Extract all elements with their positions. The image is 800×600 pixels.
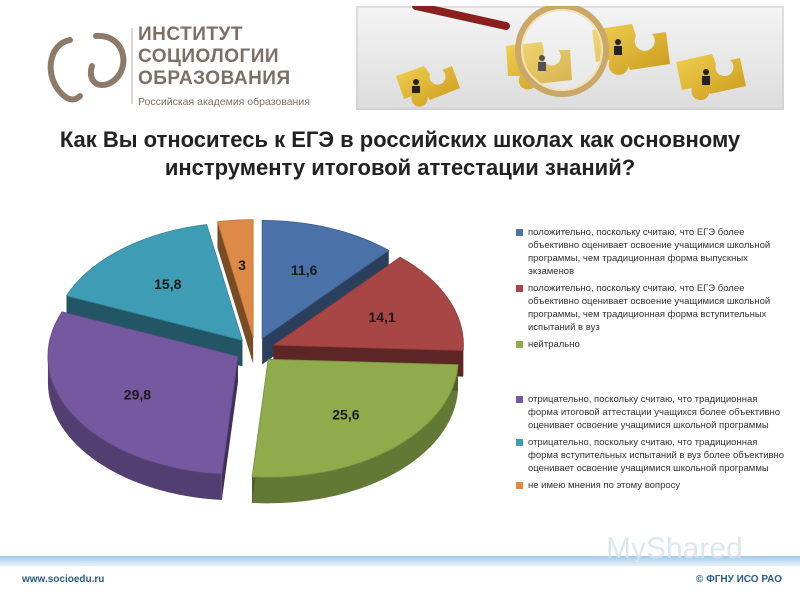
logo-subtitle: Российская академия образования (138, 96, 310, 108)
institute-logo (47, 28, 133, 104)
pie-slice-3 (251, 358, 459, 478)
person-figure-2 (538, 55, 546, 71)
logo-line-3: ОБРАЗОВАНИЯ (138, 68, 291, 89)
data-label-4: 29,8 (124, 387, 151, 403)
logo-line-1: ИНСТИТУТ (138, 24, 243, 45)
pie-slice-wall-3 (252, 364, 458, 504)
magnifier-handle (412, 6, 510, 30)
pie-chart: 11,6 14,1 25,6 29,8 15,8 3 (47, 219, 464, 504)
pie-slice-6 (216, 219, 254, 338)
legend-item-2: положительно, поскольку считаю, что ЕГЭ … (516, 282, 786, 334)
legend-swatch-1 (516, 229, 523, 236)
title-line-1: Как Вы относитесь к ЕГЭ в российских шко… (59, 127, 741, 152)
puzzle-piece-3 (592, 24, 670, 75)
banner-image (356, 6, 784, 110)
data-label-6: 3 (238, 257, 246, 273)
person-figure-3 (614, 39, 622, 55)
legend-label-5: отрицательно, поскольку считаю, что трад… (528, 437, 785, 474)
legend-item-3: нейтрально (516, 338, 786, 351)
pie-slice-edge-4-1 (221, 356, 238, 501)
puzzle-piece-4 (676, 54, 746, 101)
legend-item-1: положительно, поскольку считаю, что ЕГЭ … (516, 226, 786, 278)
pie-slice-edge-6-1 (217, 221, 254, 364)
footer: www.socioedu.ru © ФГНУ ИСО РАО (0, 556, 800, 600)
data-label-2: 14,1 (368, 309, 395, 325)
data-label-1: 11,6 (291, 262, 318, 278)
magnifier-lens (515, 6, 609, 97)
magnifier-rim (521, 9, 603, 91)
logo-text: ИНСТИТУТ СОЦИОЛОГИИ ОБРАЗОВАНИЯ Российск… (138, 24, 310, 108)
pie-slice-5 (65, 224, 243, 341)
legend-item-4: отрицательно, поскольку считаю, что трад… (516, 393, 786, 432)
logo-mark-right (88, 32, 127, 88)
legend-label-4: отрицательно, поскольку считаю, что трад… (528, 394, 780, 431)
slide-title: Как Вы относитесь к ЕГЭ в российских шко… (20, 126, 780, 182)
legend-swatch-4 (516, 396, 523, 403)
legend-swatch-3 (516, 341, 523, 348)
data-label-3: 25,6 (332, 406, 359, 422)
chart-legend: положительно, поскольку считаю, что ЕГЭ … (516, 226, 786, 492)
person-figure-4 (702, 69, 710, 85)
legend-label-3: нейтрально (528, 339, 580, 350)
legend-swatch-5 (516, 439, 523, 446)
legend-item-6: не имею мнения по этому вопросу (516, 479, 786, 492)
pie-slice-4 (47, 311, 239, 475)
logo-line-2: СОЦИОЛОГИИ (138, 46, 280, 67)
legend-label-6: не имею мнения по этому вопросу (528, 480, 681, 491)
pie-slice-2 (272, 256, 464, 351)
pie-slice-wall-4 (47, 356, 222, 501)
legend-item-5: отрицательно, поскольку считаю, что трад… (516, 436, 786, 475)
footer-bar (0, 556, 800, 566)
legend-swatch-2 (516, 285, 523, 292)
watermark: MyShared (606, 532, 743, 565)
logo-mark-left (47, 37, 83, 103)
data-label-5: 15,8 (154, 276, 181, 292)
title-line-2: инструменту итоговой аттестации знаний? (164, 155, 636, 180)
legend-swatch-6 (516, 482, 523, 489)
pie-slice-1 (261, 220, 390, 340)
puzzle-piece-1 (396, 66, 460, 107)
legend-label-2: положительно, поскольку считаю, что ЕГЭ … (528, 283, 771, 333)
person-figure-1 (412, 79, 420, 93)
footer-copyright: © ФГНУ ИСО РАО (696, 574, 782, 585)
legend-label-1: положительно, поскольку считаю, что ЕГЭ … (528, 227, 771, 277)
footer-website: www.socioedu.ru (22, 574, 105, 585)
